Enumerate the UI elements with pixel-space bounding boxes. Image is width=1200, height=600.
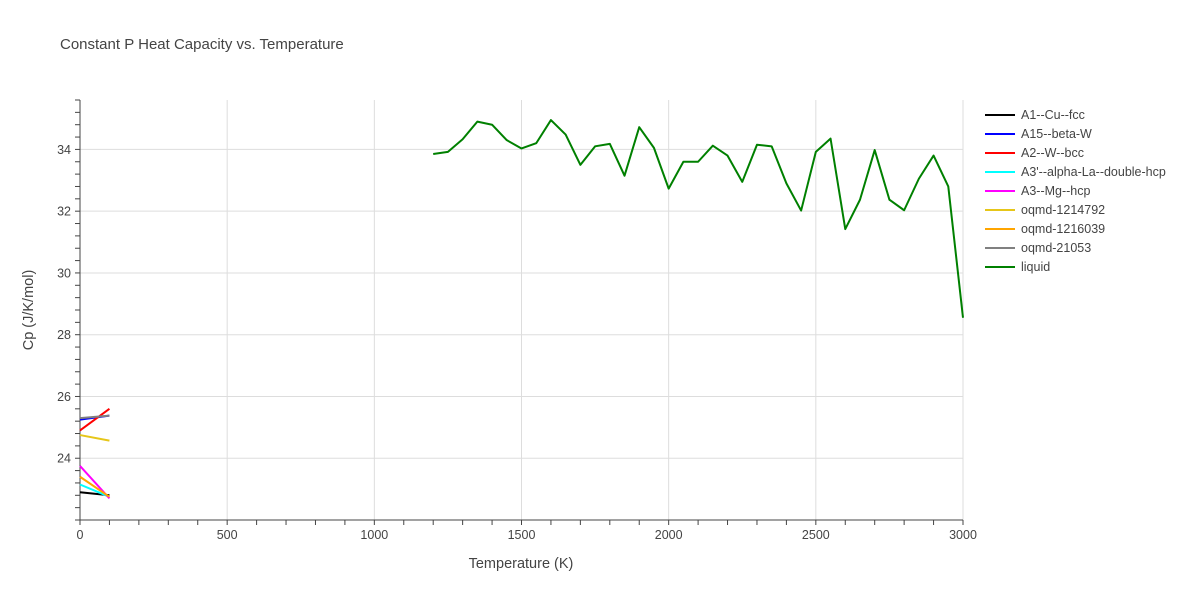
legend-label: A1--Cu--fcc [1021,107,1085,122]
legend-swatch [985,132,1015,135]
series-line-oqmd-1214792 [79,434,110,442]
legend-label: A15--beta-W [1021,126,1092,141]
chart-title: Constant P Heat Capacity vs. Temperature [60,36,344,53]
legend-swatch [985,208,1015,211]
y-tick-label: 34 [57,143,71,157]
series-line-a3-alpha-la-double-hcp [79,483,110,498]
x-tick-label: 0 [77,528,84,542]
y-tick-label: 24 [57,452,71,466]
legend-item[interactable]: A15--beta-W [985,124,1166,143]
x-tick-label: 1500 [508,528,536,542]
legend-label: A3--Mg--hcp [1021,183,1091,198]
axes: 0 500 1000 1500 2000 2500 3000 24 26 28 30 32 34 [57,99,977,542]
legend-label: A3'--alpha-La--double-hcp [1021,164,1166,179]
legend-swatch [985,113,1015,116]
legend-item[interactable]: oqmd-1214792 [985,200,1166,219]
legend-swatch [985,227,1015,230]
y-tick-label: 30 [57,266,71,280]
grid-lines [80,100,964,520]
legend-item[interactable]: oqmd-21053 [985,238,1166,257]
y-axis-title: Cp (J/K/mol) [21,270,37,351]
legend-label: oqmd-21053 [1021,240,1092,255]
legend-swatch [985,170,1015,173]
x-tick-label: 3000 [949,528,977,542]
x-tick-label: 2500 [802,528,830,542]
legend-item[interactable]: liquid [985,257,1166,276]
x-axis-title: Temperature (K) [469,556,574,572]
legend-swatch [985,151,1015,154]
x-tick-label: 2000 [655,528,683,542]
legend-item[interactable]: oqmd-1216039 [985,219,1166,238]
series-line-oqmd-21053 [79,414,110,420]
x-tick-label: 1000 [360,528,388,542]
y-tick-label: 28 [57,328,71,342]
series-line-liquid [433,119,964,318]
legend-item[interactable]: A2--W--bcc [985,143,1166,162]
series-line-oqmd-1216039 [79,475,110,498]
x-tick-label: 500 [217,528,238,542]
legend-item[interactable]: A1--Cu--fcc [985,105,1166,124]
legend-item[interactable]: A3--Mg--hcp [985,181,1166,200]
legend-label: oqmd-1216039 [1021,221,1106,236]
series-line-a2-w-bcc [79,408,111,432]
series-lines [79,119,964,500]
legend-label: A2--W--bcc [1021,145,1084,160]
legend-item[interactable]: A3'--alpha-La--double-hcp [985,162,1166,181]
y-tick-label: 32 [57,205,71,219]
legend-swatch [985,189,1015,192]
legend-label: oqmd-1214792 [1021,202,1106,217]
legend-swatch [985,246,1015,249]
legend: A1--Cu--fcc A15--beta-W A2--W--bcc A3'--alp… [985,105,1166,276]
legend-label: liquid [1021,259,1051,274]
y-tick-label: 26 [57,390,71,404]
legend-swatch [985,265,1015,268]
